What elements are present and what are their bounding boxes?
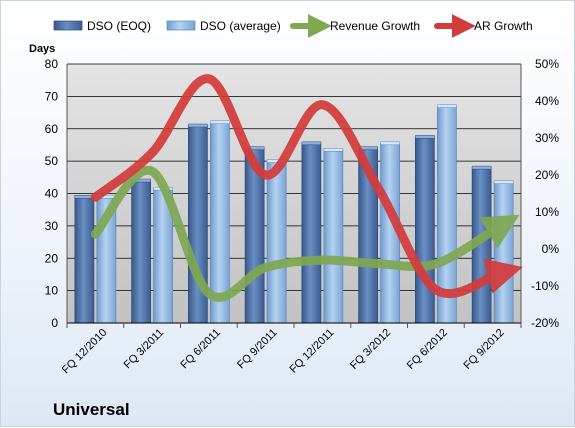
y-right-tick-label: 30%	[535, 131, 559, 145]
bar-dso-eoq-cap	[415, 135, 435, 139]
y-right-tick-label: 20%	[535, 168, 559, 182]
bar-dso-eoq-cap	[188, 123, 208, 128]
bar-dso-eoq	[74, 196, 95, 324]
x-tick-label: FQ 6/2011	[178, 327, 223, 372]
bar-dso-eoq-cap	[301, 141, 322, 146]
bar-dso-average-cap	[380, 141, 400, 146]
y-right-tick-label: -10%	[531, 279, 559, 293]
legend-label: AR Growth	[474, 19, 533, 33]
y-right-tick-label: 50%	[535, 57, 559, 71]
bar-dso-average-cap	[493, 180, 514, 184]
x-tick-label: FQ 9/2012	[462, 327, 507, 372]
bar-dso-average	[266, 160, 287, 324]
legend-label: DSO (EOQ)	[87, 19, 151, 33]
y-left-tick-label: 0	[51, 316, 58, 330]
x-axis-ticks: FQ 12/2010 FQ 3/2011 FQ 6/2011 FQ 9/2011 FQ …	[60, 327, 507, 377]
chart-legend: DSO (EOQ) DSO (average) Revenue Growth AR G…	[53, 14, 533, 38]
bar-dso-average-cap	[437, 104, 457, 108]
legend-swatch	[166, 20, 196, 31]
x-tick-label: FQ 12/2011	[288, 327, 337, 376]
x-tick-label: FQ 3/2012	[348, 327, 393, 372]
legend-label: DSO (average)	[200, 19, 281, 33]
x-tick-label: FQ 6/2012	[405, 327, 450, 372]
company-label: Universal	[53, 400, 130, 419]
y-right-tick-label: 40%	[535, 94, 559, 108]
y-axis-right-ticks: -20% -10% 0% 10% 20% 30% 40% 50%	[531, 57, 559, 330]
bar-dso-average-cap	[323, 148, 344, 152]
bar-dso-average-cap	[210, 120, 230, 125]
y-left-tick-label: 10	[45, 284, 59, 298]
bar-dso-average	[323, 149, 344, 324]
y-left-tick-label: 80	[45, 57, 59, 71]
bar-dso-eoq-cap	[471, 165, 492, 170]
legend-label: Revenue Growth	[330, 19, 420, 33]
y-left-tick-label: 70	[45, 89, 59, 103]
x-tick-label: FQ 3/2011	[122, 327, 167, 372]
y-left-tick-label: 60	[45, 122, 59, 136]
bar-dso-eoq	[415, 136, 435, 324]
bar-dso-average	[493, 181, 514, 324]
bar-dso-eoq	[301, 142, 322, 324]
y-left-tick-label: 30	[45, 219, 59, 233]
bar-series	[74, 104, 514, 324]
y-right-tick-label: 10%	[535, 205, 559, 219]
legend-swatch	[53, 20, 83, 31]
x-tick-label: FQ 12/2010	[60, 327, 110, 377]
axes	[66, 64, 522, 328]
bar-dso-eoq	[131, 180, 151, 324]
y-right-tick-label: 0%	[542, 242, 560, 256]
x-tick-label: FQ 9/2011	[235, 327, 280, 372]
y-left-tick-label: 50	[45, 154, 59, 168]
y-axis-left-ticks: 0 10 20 30 40 50 60 70 80	[45, 57, 59, 330]
line-revenue-growth	[90, 165, 520, 302]
y-right-tick-label: -20%	[531, 316, 559, 330]
y-axis-left-title: Days	[29, 43, 55, 55]
line-series	[90, 74, 523, 302]
y-left-tick-label: 40	[45, 187, 59, 201]
line-ar-growth	[90, 74, 523, 299]
y-left-tick-label: 20	[45, 251, 59, 265]
